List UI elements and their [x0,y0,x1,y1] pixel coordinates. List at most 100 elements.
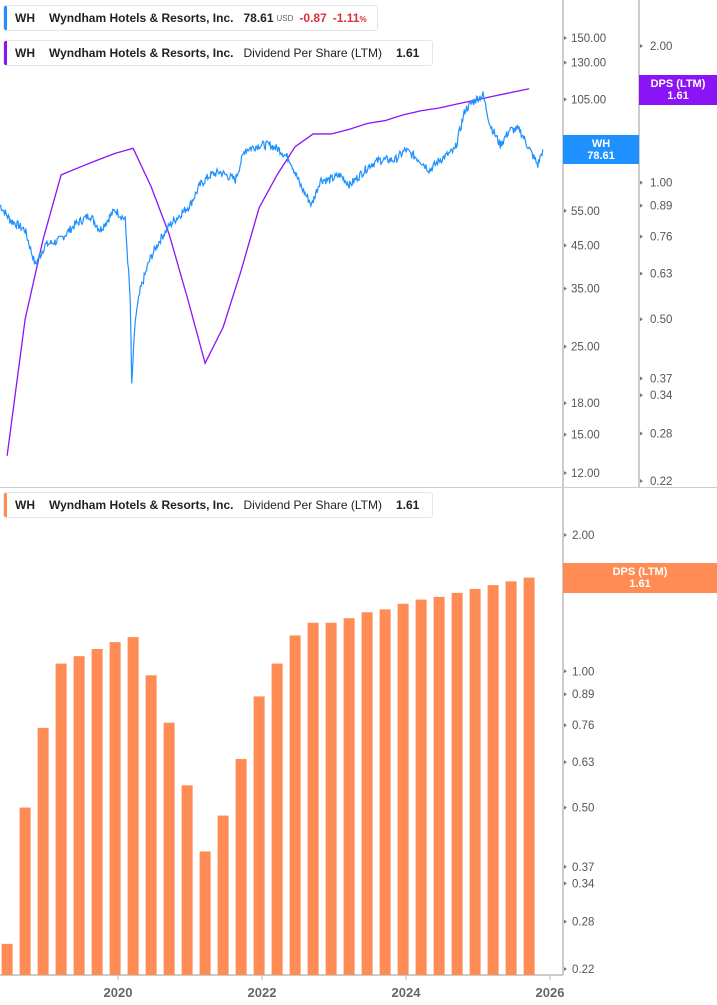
tick-mark [564,805,567,810]
dps-bar [163,722,175,975]
price-tick-label: 35.00 [571,284,600,296]
dps-bar [19,807,31,975]
price-line [0,91,544,384]
tick-mark [564,967,567,971]
tick-mark [564,97,567,102]
dps-tick-label: 0.34 [650,390,673,402]
dps-bar [343,618,355,975]
series-color-marker [4,41,7,65]
pct-sign: % [359,15,367,24]
dps-tick-label: 2.00 [650,41,672,53]
dps-bar [55,663,67,975]
tick-mark [564,471,567,475]
dps-bar [181,785,193,975]
dps-bar [91,649,103,975]
x-tick-label: 2020 [104,985,133,1000]
tick-mark [640,203,643,208]
price-tick-label: 25.00 [571,342,600,354]
series-color-marker [4,6,7,30]
legend-dps-bottom[interactable]: WH Wyndham Hotels & Resorts, Inc. Divide… [3,492,434,518]
price-tag-label: WH [591,137,611,150]
legend-price[interactable]: WH Wyndham Hotels & Resorts, Inc. 78.61 … [3,5,378,31]
dps-bar [127,637,139,975]
legend-ticker: WH [15,498,35,512]
dps-tag-label: DPS (LTM) [612,566,668,578]
bar-tick-label: 0.37 [572,862,594,874]
price-tick-label: 15.00 [571,430,600,442]
price-tick-label: 18.00 [571,398,600,410]
dps-bar [199,851,211,975]
dps-tick-label: 0.89 [650,201,672,213]
legend-value: 1.61 [395,498,420,512]
dps-bar [469,588,481,975]
tick-mark [640,479,643,483]
tick-mark [564,286,567,291]
price-panel: 150.00130.00105.0080.0055.0045.0035.0025… [0,0,717,488]
tick-mark [564,344,567,349]
legend-metric: Dividend Per Share (LTM) [243,46,382,60]
dps-bar [235,759,247,975]
tick-mark [640,234,643,239]
change-pct-value: -1.11 [332,11,360,25]
bar-tick-label: 0.22 [572,964,594,976]
legend-currency: USD [276,13,294,23]
tick-mark [564,60,567,65]
dps-tag-value: 1.61 [667,90,689,102]
dps-tick-label: 0.22 [650,476,672,488]
dps-bar [145,675,157,975]
legend-change: -0.87 [299,11,327,25]
dps-bar [109,642,121,975]
tick-mark [564,881,567,886]
legend-metric: Dividend Per Share (LTM) [243,498,382,512]
legend-price-value: 78.61 [243,11,274,25]
dps-bar [37,727,49,975]
legend-company: Wyndham Hotels & Resorts, Inc. [49,498,234,512]
dps-bottom-tag: DPS (LTM) 1.61 [563,563,717,593]
bar-tick-label: 0.34 [572,878,595,890]
dps-bar [217,815,229,975]
dps-bar [73,656,85,975]
legend-change-pct: -1.11% [333,11,367,25]
dps-bar [253,696,265,975]
legend-company: Wyndham Hotels & Resorts, Inc. [49,46,234,60]
dps-bar [433,596,445,975]
tick-mark [564,919,567,924]
dps-bar [361,612,373,975]
bar-tick-label: 2.00 [572,530,594,542]
price-tag-value: 78.61 [587,149,615,162]
dps-bar [523,577,535,975]
dps-tick-label: 0.37 [650,374,672,386]
dps-bar [271,663,283,975]
legend-dps-top[interactable]: WH Wyndham Hotels & Resorts, Inc. Divide… [3,40,434,66]
bar-tick-label: 0.50 [572,803,594,815]
tick-mark [564,401,567,406]
tick-mark [640,271,643,276]
tick-mark [640,376,643,381]
bar-tick-label: 0.89 [572,689,594,701]
price-tick-label: 150.00 [571,33,606,45]
tick-mark [564,669,567,674]
tick-mark [564,432,567,437]
dps-top-tag: DPS (LTM) 1.61 [639,75,717,105]
dps-bar [307,622,319,975]
tick-mark [640,317,643,322]
tick-mark [640,44,643,48]
x-tick-label: 2022 [248,985,277,1000]
price-tick-label: 12.00 [571,468,600,480]
tick-mark [564,533,567,537]
tick-mark [640,431,643,436]
dps-bar-panel: 2.00 1.00 0.89 0.76 0.63 0.50 0.37 0.34 0.28 0.22… [0,488,595,1000]
dps-bar [487,585,499,975]
tick-mark [564,864,567,869]
legend-value: 1.61 [395,46,420,60]
dps-tick-label: 0.63 [650,269,672,281]
dps-tag-value: 1.61 [629,578,651,590]
x-tick-label: 2024 [392,985,422,1000]
dps-tag-label: DPS (LTM) [650,78,706,90]
dps-bar [397,603,409,975]
tick-mark [640,180,643,185]
tick-mark [640,393,643,398]
dps-tick-label: 0.76 [650,232,672,244]
price-tick-label: 45.00 [571,240,600,252]
